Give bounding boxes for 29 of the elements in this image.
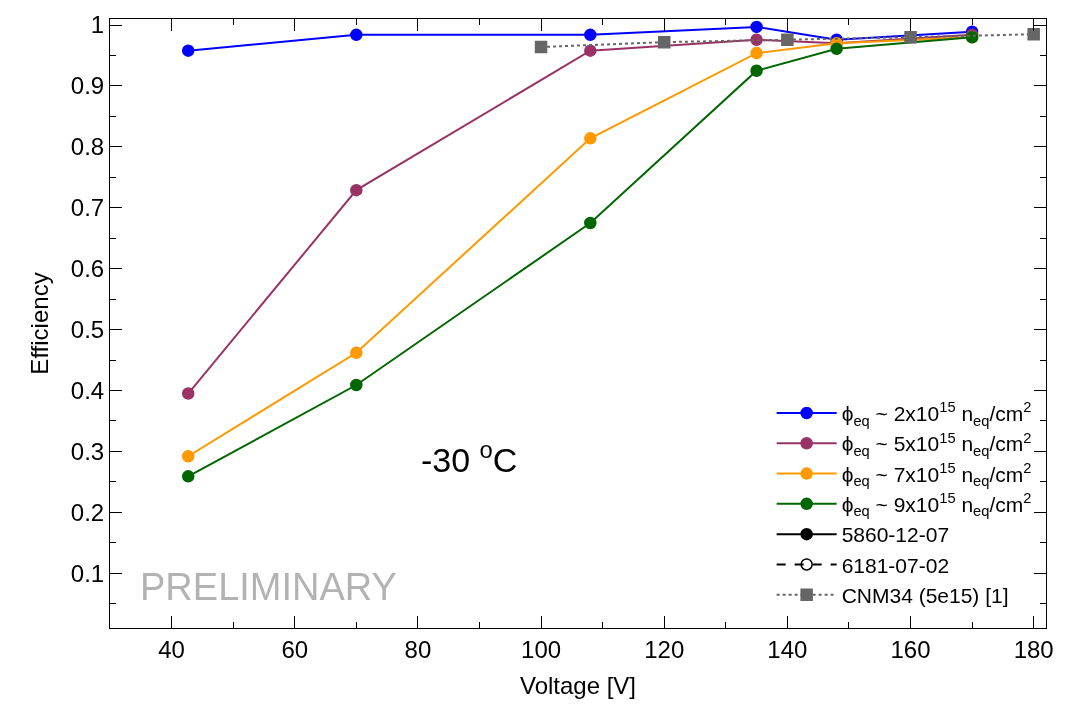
y-tick-label: 0.8 [70,133,105,161]
legend-label: ϕ$_{eq}$ ~ 2x10$^{15}$ n$_{eq}$/cm$^{2}$ [841,399,1032,429]
legend-label: 5860-12-07 [841,523,950,547]
x-tick-label: 180 [1013,635,1054,663]
legend-label: CNM34 (5e15) [1] [841,583,1009,607]
x-tick-label: 40 [158,635,185,663]
x-tick-label: 140 [767,635,808,663]
y-tick-label: 0.4 [70,376,105,404]
annotation: PRELIMINARY [140,566,397,608]
x-tick-label: 120 [644,635,685,663]
y-tick-label: 0.5 [70,315,105,343]
legend-label: ϕ$_{eq}$ ~ 9x10$^{15}$ n$_{eq}$/cm$^{2}$ [841,490,1032,520]
y-tick-label: 0.6 [70,255,105,283]
x-tick-label: 160 [890,635,931,663]
legend-label: ϕ$_{eq}$ ~ 7x10$^{15}$ n$_{eq}$/cm$^{2}$ [841,459,1032,490]
y-tick-label: 0.1 [70,559,105,587]
y-tick-label: 1 [90,11,105,39]
x-axis-title: Voltage [V] [519,672,637,700]
x-tick-label: 60 [281,635,309,663]
annotation: -30 $^{o}$C [421,436,518,480]
y-tick-label: 0.3 [70,437,105,465]
y-tick-label: 0.2 [70,498,105,526]
x-tick-label: 100 [521,635,562,663]
y-axis-title: Efficiency [25,272,53,375]
y-tick-label: 0.7 [70,194,105,222]
x-tick-label: 80 [404,635,432,663]
legend-label: ϕ$_{eq}$ ~ 5x10$^{15}$ n$_{eq}$/cm$^{2}$ [841,429,1032,459]
legend-label: 6181-07-02 [841,553,950,577]
y-tick-label: 0.9 [70,72,105,100]
